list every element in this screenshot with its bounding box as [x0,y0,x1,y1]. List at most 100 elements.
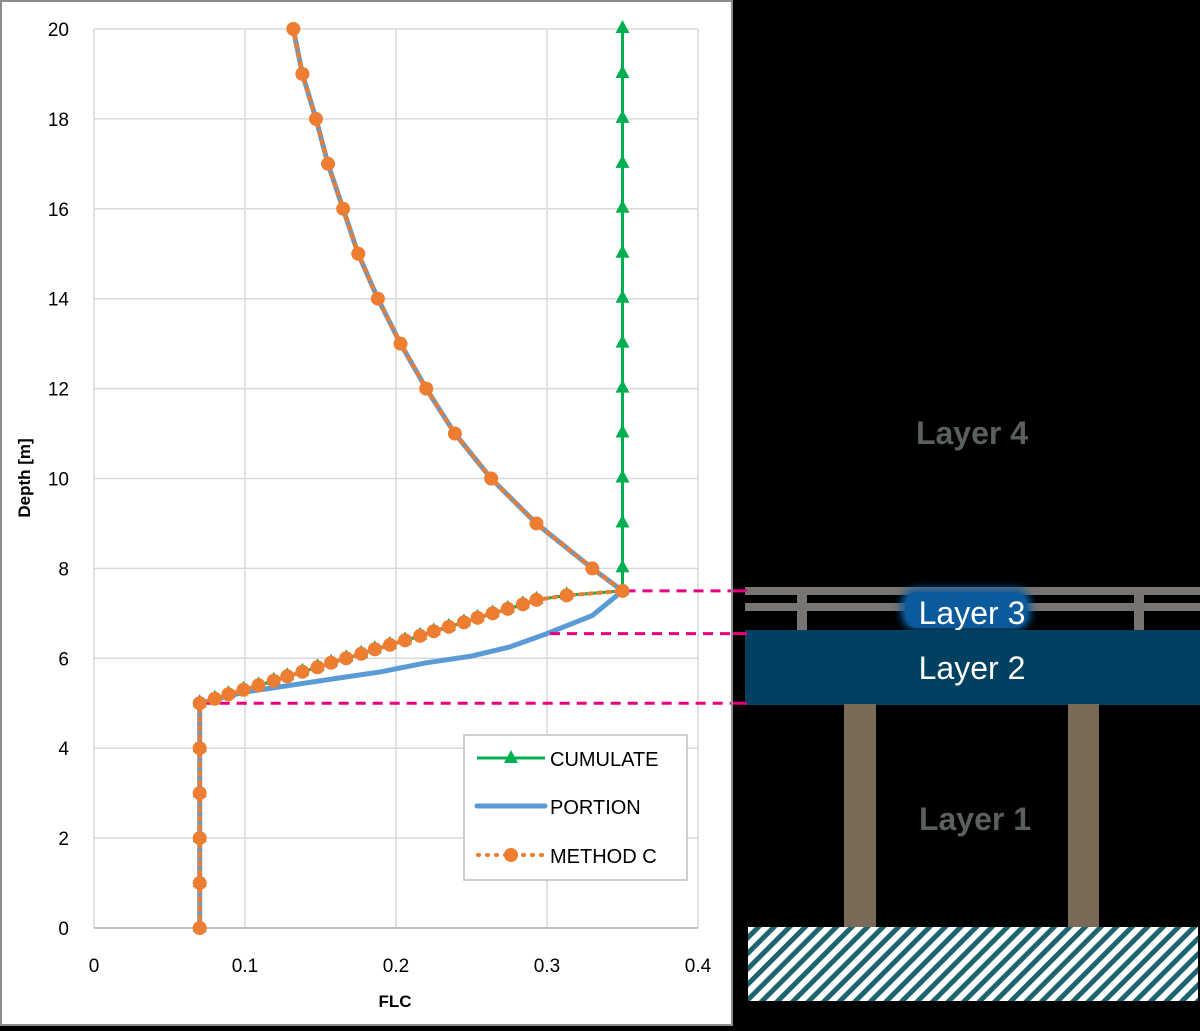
circle-marker [419,381,434,396]
circle-marker [324,655,339,670]
legend-item-method-c: METHOD C [476,846,657,868]
circle-marker [484,471,499,486]
triangle-marker [615,334,630,348]
legend-item-cumulate: CUMULATE [477,749,659,771]
triangle-marker [615,289,630,303]
circle-marker [529,516,544,531]
y-tick-label: 12 [48,380,69,401]
legend-label: METHOD C [550,846,657,868]
x-tick-label: 0.4 [685,956,712,977]
circle-marker [470,610,485,625]
y-tick-label: 0 [58,919,69,940]
y-axis-ticks: 0 2 4 6 8 10 12 14 16 18 20 [48,20,70,940]
layer-2-label: Layer 2 [919,650,1026,686]
circle-marker [192,696,207,711]
x-axis-ticks: 0 0.1 0.2 0.3 0.4 [89,956,712,977]
ground-hatch [748,927,1198,1001]
layer-2-deck [745,630,1200,705]
layer-4-label: Layer 4 [916,415,1028,451]
circle-marker [251,678,266,693]
circle-marker [382,637,397,652]
layer-diagram-panel: Layer 4 Layer 3 Layer 2 Layer 1 [733,0,1200,1026]
right-pillar [1068,704,1099,928]
y-tick-label: 2 [58,829,69,850]
layer-boundary-lines [202,589,731,705]
circle-marker [515,597,530,612]
circle-marker [280,669,295,684]
circle-marker [441,619,456,634]
circle-marker [393,336,408,351]
triangle-marker [615,199,630,213]
x-tick-label: 0.1 [232,956,258,977]
y-tick-label: 18 [48,110,69,131]
triangle-marker [615,424,630,438]
circle-marker [398,633,413,648]
layer-1-label: Layer 1 [919,801,1031,837]
structure-diagram: Layer 4 Layer 3 Layer 2 Layer 1 [745,415,1200,1001]
y-tick-label: 8 [58,559,69,580]
layer-3-label: Layer 3 [919,595,1026,631]
triangle-marker [615,559,630,573]
y-tick-label: 16 [48,200,69,221]
y-tick-label: 4 [58,739,69,760]
triangle-marker [615,20,630,33]
circle-marker [456,615,471,630]
x-tick-label: 0.2 [383,956,409,977]
circle-marker [615,583,630,598]
left-pillar [844,704,876,928]
circle-marker [308,111,323,126]
circle-marker [559,588,574,603]
circle-marker [354,646,369,661]
triangle-marker [615,514,630,528]
circle-marker [192,741,207,756]
circle-marker [339,651,354,666]
circle-marker [321,156,336,171]
circle-marker [192,831,207,846]
x-tick-label: 0 [89,956,100,977]
circle-marker [207,691,222,706]
circle-marker [295,66,310,81]
circle-marker [426,624,441,639]
circle-marker-icon [504,848,518,862]
y-tick-label: 6 [58,649,69,670]
y-tick-label: 10 [48,470,69,491]
legend-label: CUMULATE [550,749,659,771]
chart-panel: 0 2 4 6 8 10 12 14 16 18 20 0 0.1 0.2 0.3 0.4 Depth [m… [0,0,733,1026]
circle-marker [370,291,385,306]
y-axis-label: Depth [m] [15,438,34,517]
triangle-marker [615,109,630,123]
circle-marker [192,786,207,801]
circle-marker [351,246,366,261]
circle-marker [585,561,600,576]
legend-item-portion: PORTION [474,797,641,819]
series-method-c [192,22,630,935]
circle-marker [529,592,544,607]
triangle-marker-icon [504,750,518,763]
circle-marker [286,22,301,36]
x-axis-label: FLC [378,992,411,1011]
chart-series [192,20,731,935]
triangle-marker [615,64,630,78]
circle-marker [192,876,207,891]
circle-marker [236,682,251,697]
flc-depth-chart: 0 2 4 6 8 10 12 14 16 18 20 0 0.1 0.2 0.3 0.4 Depth [m… [15,20,731,1011]
circle-marker [485,606,500,621]
x-tick-label: 0.3 [534,956,560,977]
circle-marker [221,687,236,702]
chart-gridlines [93,28,699,929]
circle-marker [367,642,382,657]
y-tick-label: 14 [48,290,70,311]
circle-marker [310,660,325,675]
legend-label: PORTION [550,797,641,819]
triangle-marker [615,154,630,168]
circle-marker [266,673,281,688]
circle-marker [447,426,462,441]
triangle-marker [615,469,630,483]
circle-marker [192,921,207,935]
triangle-marker [615,379,630,393]
circle-marker [336,201,351,216]
circle-marker [500,601,515,616]
circle-marker [295,664,310,679]
chart-legend: CUMULATE PORTION METHOD C [463,734,688,881]
y-tick-label: 20 [48,20,69,41]
